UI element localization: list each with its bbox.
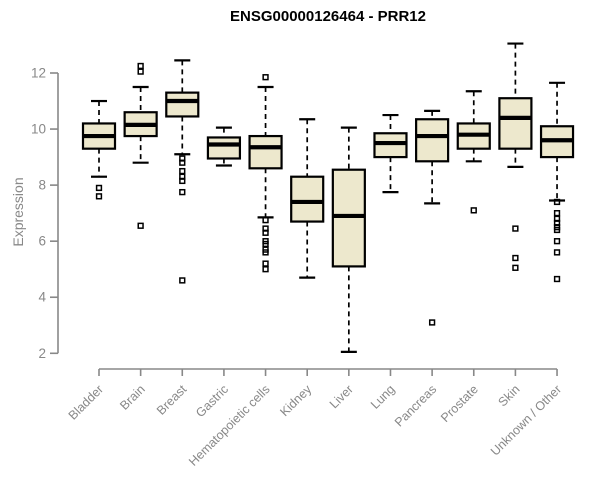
- outlier-point: [553, 275, 561, 283]
- box-gastric: [206, 136, 242, 160]
- outlier-point: [553, 210, 561, 217]
- y-tick-label: 4: [38, 290, 46, 305]
- x-tick-label: Kidney: [277, 382, 314, 419]
- outlier-point: [553, 198, 561, 206]
- x-tick-label: Bladder: [66, 382, 106, 422]
- outlier-point: [262, 74, 269, 81]
- outlier-point: [512, 264, 519, 271]
- box-lung: [373, 132, 408, 159]
- x-tick-label: Skin: [495, 382, 522, 409]
- outlier-point: [95, 184, 103, 192]
- outlier-point: [137, 222, 144, 229]
- outlier-point: [262, 240, 269, 248]
- x-tick-label: Breast: [154, 382, 190, 418]
- x-tick-label: Brain: [117, 382, 148, 413]
- y-tick-label: 8: [38, 178, 46, 193]
- outlier-point: [553, 238, 561, 245]
- outlier-point: [262, 266, 269, 273]
- y-tick-label: 12: [31, 66, 46, 81]
- outlier-point: [137, 62, 144, 70]
- box-breast: [165, 91, 200, 118]
- outlier-point: [553, 249, 561, 256]
- x-tick-label: Gastric: [193, 382, 231, 420]
- y-tick-label: 6: [38, 234, 46, 249]
- box-liver: [331, 168, 366, 268]
- y-tick-label: 2: [38, 346, 46, 361]
- y-tick-label: 10: [31, 122, 46, 137]
- outlier-point: [512, 225, 519, 232]
- outlier-point: [179, 167, 186, 175]
- outlier-point: [95, 193, 103, 200]
- outlier-point: [262, 249, 269, 256]
- outlier-point: [179, 177, 186, 185]
- x-tick-label: Unknown / Other: [488, 382, 564, 458]
- chart-title: ENSG00000126464 - PRR12: [230, 8, 426, 25]
- outlier-point: [470, 207, 477, 214]
- box-kidney: [290, 175, 325, 223]
- x-tick-label: Prostate: [438, 382, 481, 425]
- outlier-point: [179, 159, 186, 166]
- x-tick-label: Pancreas: [392, 382, 439, 429]
- outlier-point: [262, 260, 269, 267]
- outlier-point: [137, 68, 144, 75]
- box-skin: [498, 97, 533, 150]
- outlier-point: [512, 254, 519, 262]
- outlier-point: [553, 226, 561, 234]
- outlier-point: [428, 319, 436, 326]
- x-tick-label: Lung: [368, 382, 398, 412]
- box-pancreas: [415, 118, 450, 163]
- outlier-point: [262, 229, 269, 236]
- outlier-point: [179, 188, 186, 196]
- x-tick-label: Liver: [327, 382, 356, 411]
- outlier-point: [179, 277, 186, 284]
- box-hematopoietic-cells: [248, 134, 283, 170]
- outlier-point: [262, 217, 269, 224]
- x-tick-label: Hematopoietic cells: [186, 382, 273, 469]
